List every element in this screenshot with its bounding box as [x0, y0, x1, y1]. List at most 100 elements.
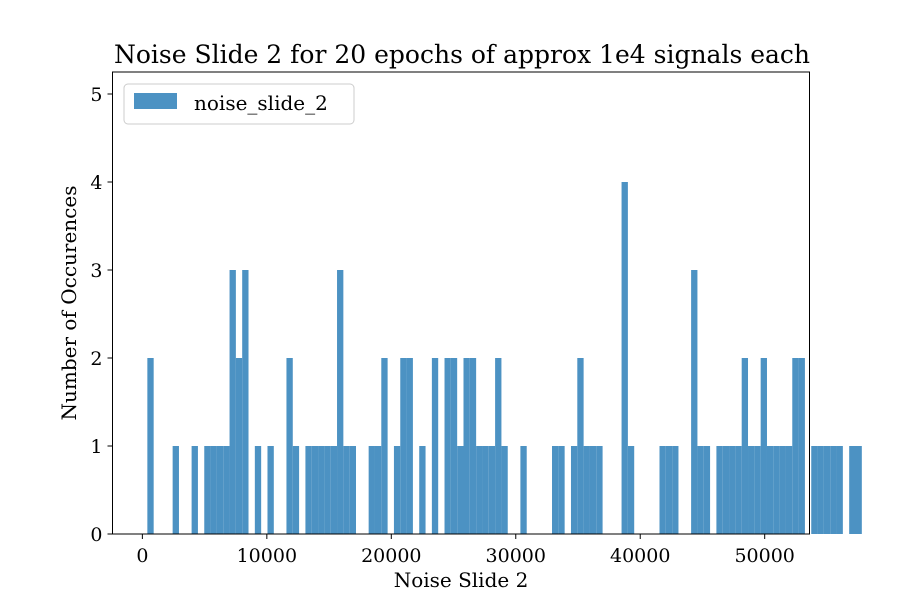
- histogram-bar: [330, 446, 338, 534]
- histogram-bar: [741, 358, 749, 534]
- histogram-bar: [476, 446, 483, 534]
- histogram-bar: [229, 270, 236, 534]
- y-tick-label: 5: [90, 84, 102, 106]
- histogram-bar: [577, 358, 584, 534]
- histogram-bar: [172, 446, 179, 534]
- histogram-bar: [855, 446, 862, 534]
- histogram-bar: [729, 446, 736, 534]
- histogram-bar: [406, 358, 413, 534]
- histogram-bar: [393, 446, 401, 534]
- histogram-bar: [343, 446, 350, 534]
- histogram-bar: [697, 446, 704, 534]
- histogram-bar: [349, 446, 357, 534]
- x-axis: 0 10000 20000 30000 40000 50000: [136, 534, 795, 567]
- histogram-bar: [242, 270, 249, 534]
- x-tick-label: 50000: [734, 545, 794, 567]
- histogram-bar: [773, 446, 780, 534]
- histogram-bar: [691, 270, 698, 534]
- histogram-bar: [204, 446, 211, 534]
- histogram-bar: [305, 446, 312, 534]
- histogram-bar: [431, 358, 439, 534]
- histogram-bar: [583, 446, 590, 534]
- histogram-bar: [469, 358, 477, 534]
- histogram-bar: [400, 358, 407, 534]
- histogram-bar: [381, 358, 388, 534]
- bars-group: [147, 182, 862, 534]
- y-axis: 0 1 2 3 4 5: [90, 84, 113, 546]
- histogram-bar: [267, 446, 274, 534]
- histogram-bar: [785, 446, 793, 534]
- histogram-bar: [311, 446, 319, 534]
- histogram-bar: [817, 446, 824, 534]
- x-tick-label: 20000: [361, 545, 421, 567]
- y-tick-label: 2: [90, 348, 102, 370]
- histogram-bar: [147, 358, 154, 534]
- histogram-bar: [216, 446, 224, 534]
- histogram-bar: [627, 446, 635, 534]
- histogram-bar: [488, 446, 496, 534]
- legend: noise_slide_2: [123, 83, 355, 125]
- legend-swatch: [134, 93, 177, 109]
- x-axis-label: Noise Slide 2: [394, 568, 529, 592]
- y-tick-label: 0: [90, 524, 102, 546]
- x-tick-label: 30000: [486, 545, 546, 567]
- histogram-bar: [374, 446, 382, 534]
- histogram-bar: [798, 358, 805, 534]
- histogram-bar: [368, 446, 375, 534]
- histogram-bar: [760, 358, 767, 534]
- histogram-bar: [223, 446, 230, 534]
- y-tick-label: 3: [90, 260, 102, 282]
- histogram-bar: [589, 446, 597, 534]
- histogram-bar: [552, 446, 559, 534]
- histogram-bar: [779, 446, 786, 534]
- histogram-bar: [659, 446, 666, 534]
- histogram-bar: [766, 446, 774, 534]
- plot-frame: [112, 71, 810, 535]
- histogram-bar: [570, 446, 578, 534]
- histogram-bar: [811, 446, 818, 534]
- histogram-bar: [235, 358, 243, 534]
- histogram-bar: [482, 446, 489, 534]
- histogram-bar: [254, 446, 262, 534]
- histogram-bar: [722, 446, 730, 534]
- histogram-bar: [716, 446, 723, 534]
- histogram-bar: [318, 446, 325, 534]
- legend-box: [123, 83, 355, 125]
- legend-label: noise_slide_2: [194, 91, 328, 115]
- x-tick-label: 10000: [237, 545, 297, 567]
- y-tick-label: 1: [90, 436, 102, 458]
- histogram-bar: [501, 446, 508, 534]
- histogram-bar: [292, 446, 300, 534]
- histogram-bar: [463, 358, 470, 534]
- y-tick-label: 4: [90, 172, 102, 194]
- histogram-bar: [735, 446, 742, 534]
- x-tick-label: 40000: [610, 545, 670, 567]
- histogram-bar: [823, 446, 831, 534]
- histogram-bar: [703, 446, 711, 534]
- histogram-bar: [849, 446, 856, 534]
- histogram-bar: [324, 446, 331, 534]
- histogram-bar: [210, 446, 217, 534]
- x-tick-label: 0: [136, 545, 148, 567]
- histogram-bar: [672, 446, 679, 534]
- histogram-bar: [621, 182, 628, 534]
- histogram-bar: [444, 358, 451, 534]
- histogram-bar: [665, 446, 673, 534]
- histogram-bar: [457, 446, 464, 534]
- histogram-bar: [419, 446, 426, 534]
- histogram-bar: [836, 446, 843, 534]
- histogram-bar: [596, 446, 603, 534]
- y-axis-label: Number of Occurences: [57, 186, 81, 421]
- histogram-bar: [450, 358, 458, 534]
- histogram-bar: [286, 358, 293, 534]
- histogram-bar: [748, 446, 755, 534]
- histogram-bar: [495, 358, 502, 534]
- histogram-bar: [558, 446, 565, 534]
- histogram-bar: [337, 270, 344, 534]
- histogram-bar: [830, 446, 837, 534]
- chart-title: Noise Slide 2 for 20 epochs of approx 1e…: [114, 40, 810, 69]
- histogram-bar: [520, 446, 527, 534]
- histogram-bar: [191, 446, 198, 534]
- histogram-bar: [754, 446, 761, 534]
